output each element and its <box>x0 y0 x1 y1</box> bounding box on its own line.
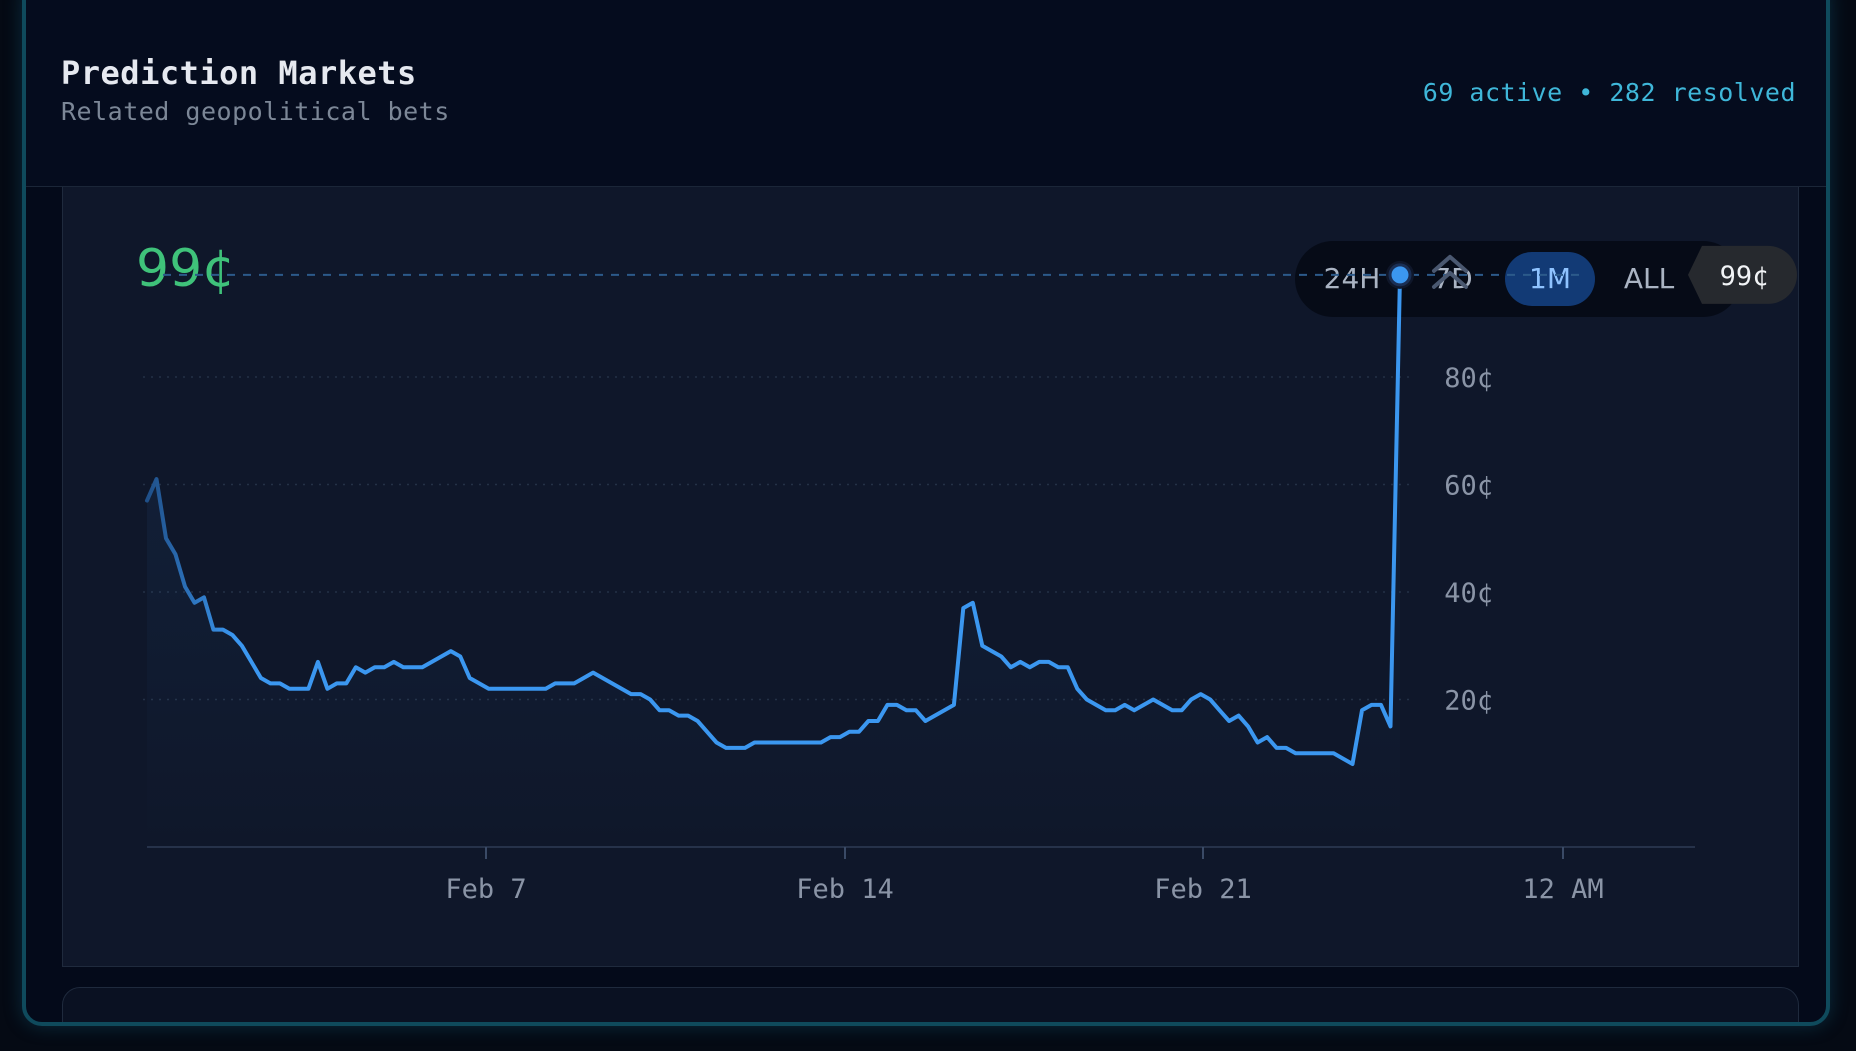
chevron-up-icon <box>1432 254 1468 273</box>
timeframe-1m-button[interactable]: 1M <box>1505 252 1595 306</box>
price-series-line <box>145 272 1402 766</box>
current-point-dot <box>1388 263 1412 287</box>
current-price-tag-label: 99¢ <box>1720 261 1769 292</box>
timeframe-selector: 24H 7D 1M ALL <box>1295 241 1741 317</box>
prediction-markets-panel: Prediction Markets Related geopolitical … <box>22 0 1830 1026</box>
y-tick-label: 80¢ <box>1444 363 1493 394</box>
x-tick-label: Feb 7 <box>445 874 526 905</box>
current-price-tag <box>1688 245 1797 304</box>
market-stats: 69 active • 282 resolved <box>1422 78 1796 107</box>
panel-title: Prediction Markets <box>61 54 417 92</box>
x-tick-label: Feb 21 <box>1154 874 1252 905</box>
x-tick-label: Feb 14 <box>796 874 894 905</box>
timeframe-24h-button[interactable]: 24H <box>1323 262 1381 295</box>
price-chart: 99¢ 20¢ 40¢ 60¢ 80¢ Feb 7 Feb 14 Feb 21 12 AM <box>143 245 1797 905</box>
chevron-up-icon <box>1432 270 1468 289</box>
series-area <box>147 274 1400 847</box>
next-market-card[interactable] <box>62 987 1799 1022</box>
x-tick-label: 12 AM <box>1522 874 1603 905</box>
market-chart-card: 99¢ 24H 7D 1M ALL 99¢ 20¢ 40¢ <box>62 187 1799 967</box>
timeframe-all-button[interactable]: ALL <box>1623 262 1675 295</box>
current-price: 99¢ <box>136 239 236 299</box>
y-tick-label: 40¢ <box>1444 578 1493 609</box>
panel-subtitle: Related geopolitical bets <box>61 97 450 126</box>
y-tick-label: 60¢ <box>1444 471 1493 502</box>
y-tick-label: 20¢ <box>1444 686 1493 717</box>
panel-header: Prediction Markets Related geopolitical … <box>26 0 1826 187</box>
